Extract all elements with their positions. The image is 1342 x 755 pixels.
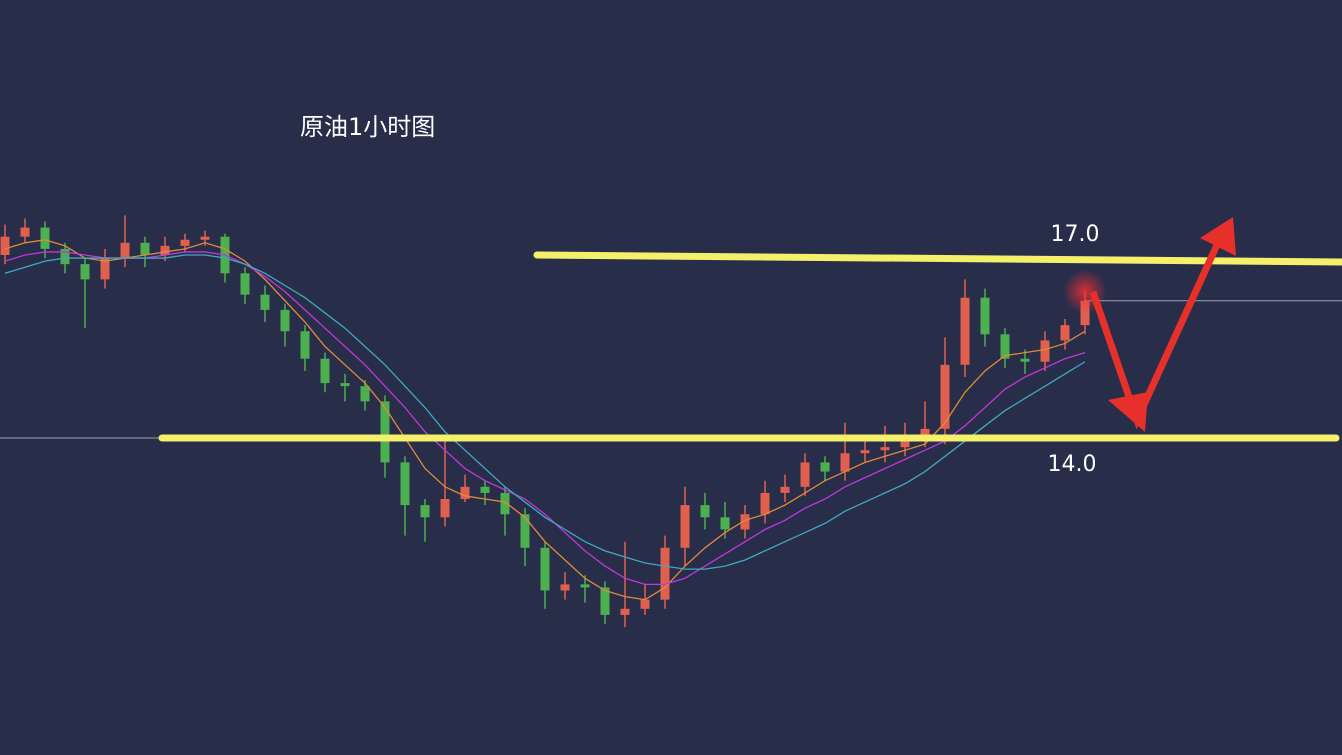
candle-body xyxy=(980,297,990,335)
candle-body xyxy=(420,505,430,518)
candle-body xyxy=(540,547,550,591)
moving-average xyxy=(4,251,1086,586)
candle-body xyxy=(180,239,190,246)
candle-body xyxy=(940,364,950,429)
candle-body xyxy=(860,450,870,454)
candle-body xyxy=(460,486,470,499)
level-line xyxy=(533,251,1342,266)
candle-body xyxy=(480,486,490,493)
forecast-arrow xyxy=(1089,217,1236,432)
candle-body xyxy=(200,236,210,240)
candle-body xyxy=(620,608,630,615)
candle-body xyxy=(100,258,110,280)
moving-average xyxy=(4,239,1086,601)
candle-body xyxy=(240,273,250,295)
candle-body xyxy=(500,492,510,515)
candle-body xyxy=(760,492,770,515)
candle-body xyxy=(900,438,910,448)
candle-body xyxy=(560,584,570,591)
candle-body xyxy=(780,486,790,493)
candle-body xyxy=(640,599,650,609)
candle-body xyxy=(580,584,590,588)
candle-body xyxy=(600,587,610,615)
candle-body xyxy=(680,505,690,548)
candle-body xyxy=(280,309,290,332)
candle-body xyxy=(920,428,930,438)
candle-body xyxy=(0,236,10,255)
candle-body xyxy=(960,297,970,365)
candle-body xyxy=(60,248,70,265)
moving-average xyxy=(4,254,1086,570)
candle-body xyxy=(820,462,830,472)
candle-body xyxy=(440,499,450,518)
candle-body xyxy=(700,505,710,518)
candle-body xyxy=(520,514,530,548)
level-label: 14.0 xyxy=(1048,452,1097,477)
candle-body xyxy=(260,294,270,310)
candle-body xyxy=(160,245,170,255)
candle-body xyxy=(740,514,750,530)
candle-body xyxy=(140,242,150,255)
candle-body xyxy=(840,453,850,472)
candle-body xyxy=(40,227,50,249)
candle-body xyxy=(320,358,330,384)
candle-body xyxy=(1020,358,1030,362)
arrow-head xyxy=(1200,217,1236,256)
candle-body xyxy=(800,462,810,487)
candle-body xyxy=(300,331,310,359)
candle-body xyxy=(120,242,130,259)
arrow-head xyxy=(1108,392,1148,432)
candle-body xyxy=(360,386,370,402)
candle-body xyxy=(720,517,730,530)
candle-body xyxy=(880,447,890,451)
candle-body xyxy=(1040,340,1050,362)
candle-body xyxy=(340,383,350,387)
candle-body xyxy=(660,547,670,600)
candle-body xyxy=(380,401,390,463)
chart-title: 原油1小时图 xyxy=(300,113,435,141)
candle-body xyxy=(80,264,90,280)
candle-body xyxy=(20,227,30,237)
candle-body xyxy=(1060,325,1070,341)
candle-body xyxy=(400,462,410,506)
candle-body xyxy=(1000,334,1010,359)
level-label: 17.0 xyxy=(1051,222,1100,247)
